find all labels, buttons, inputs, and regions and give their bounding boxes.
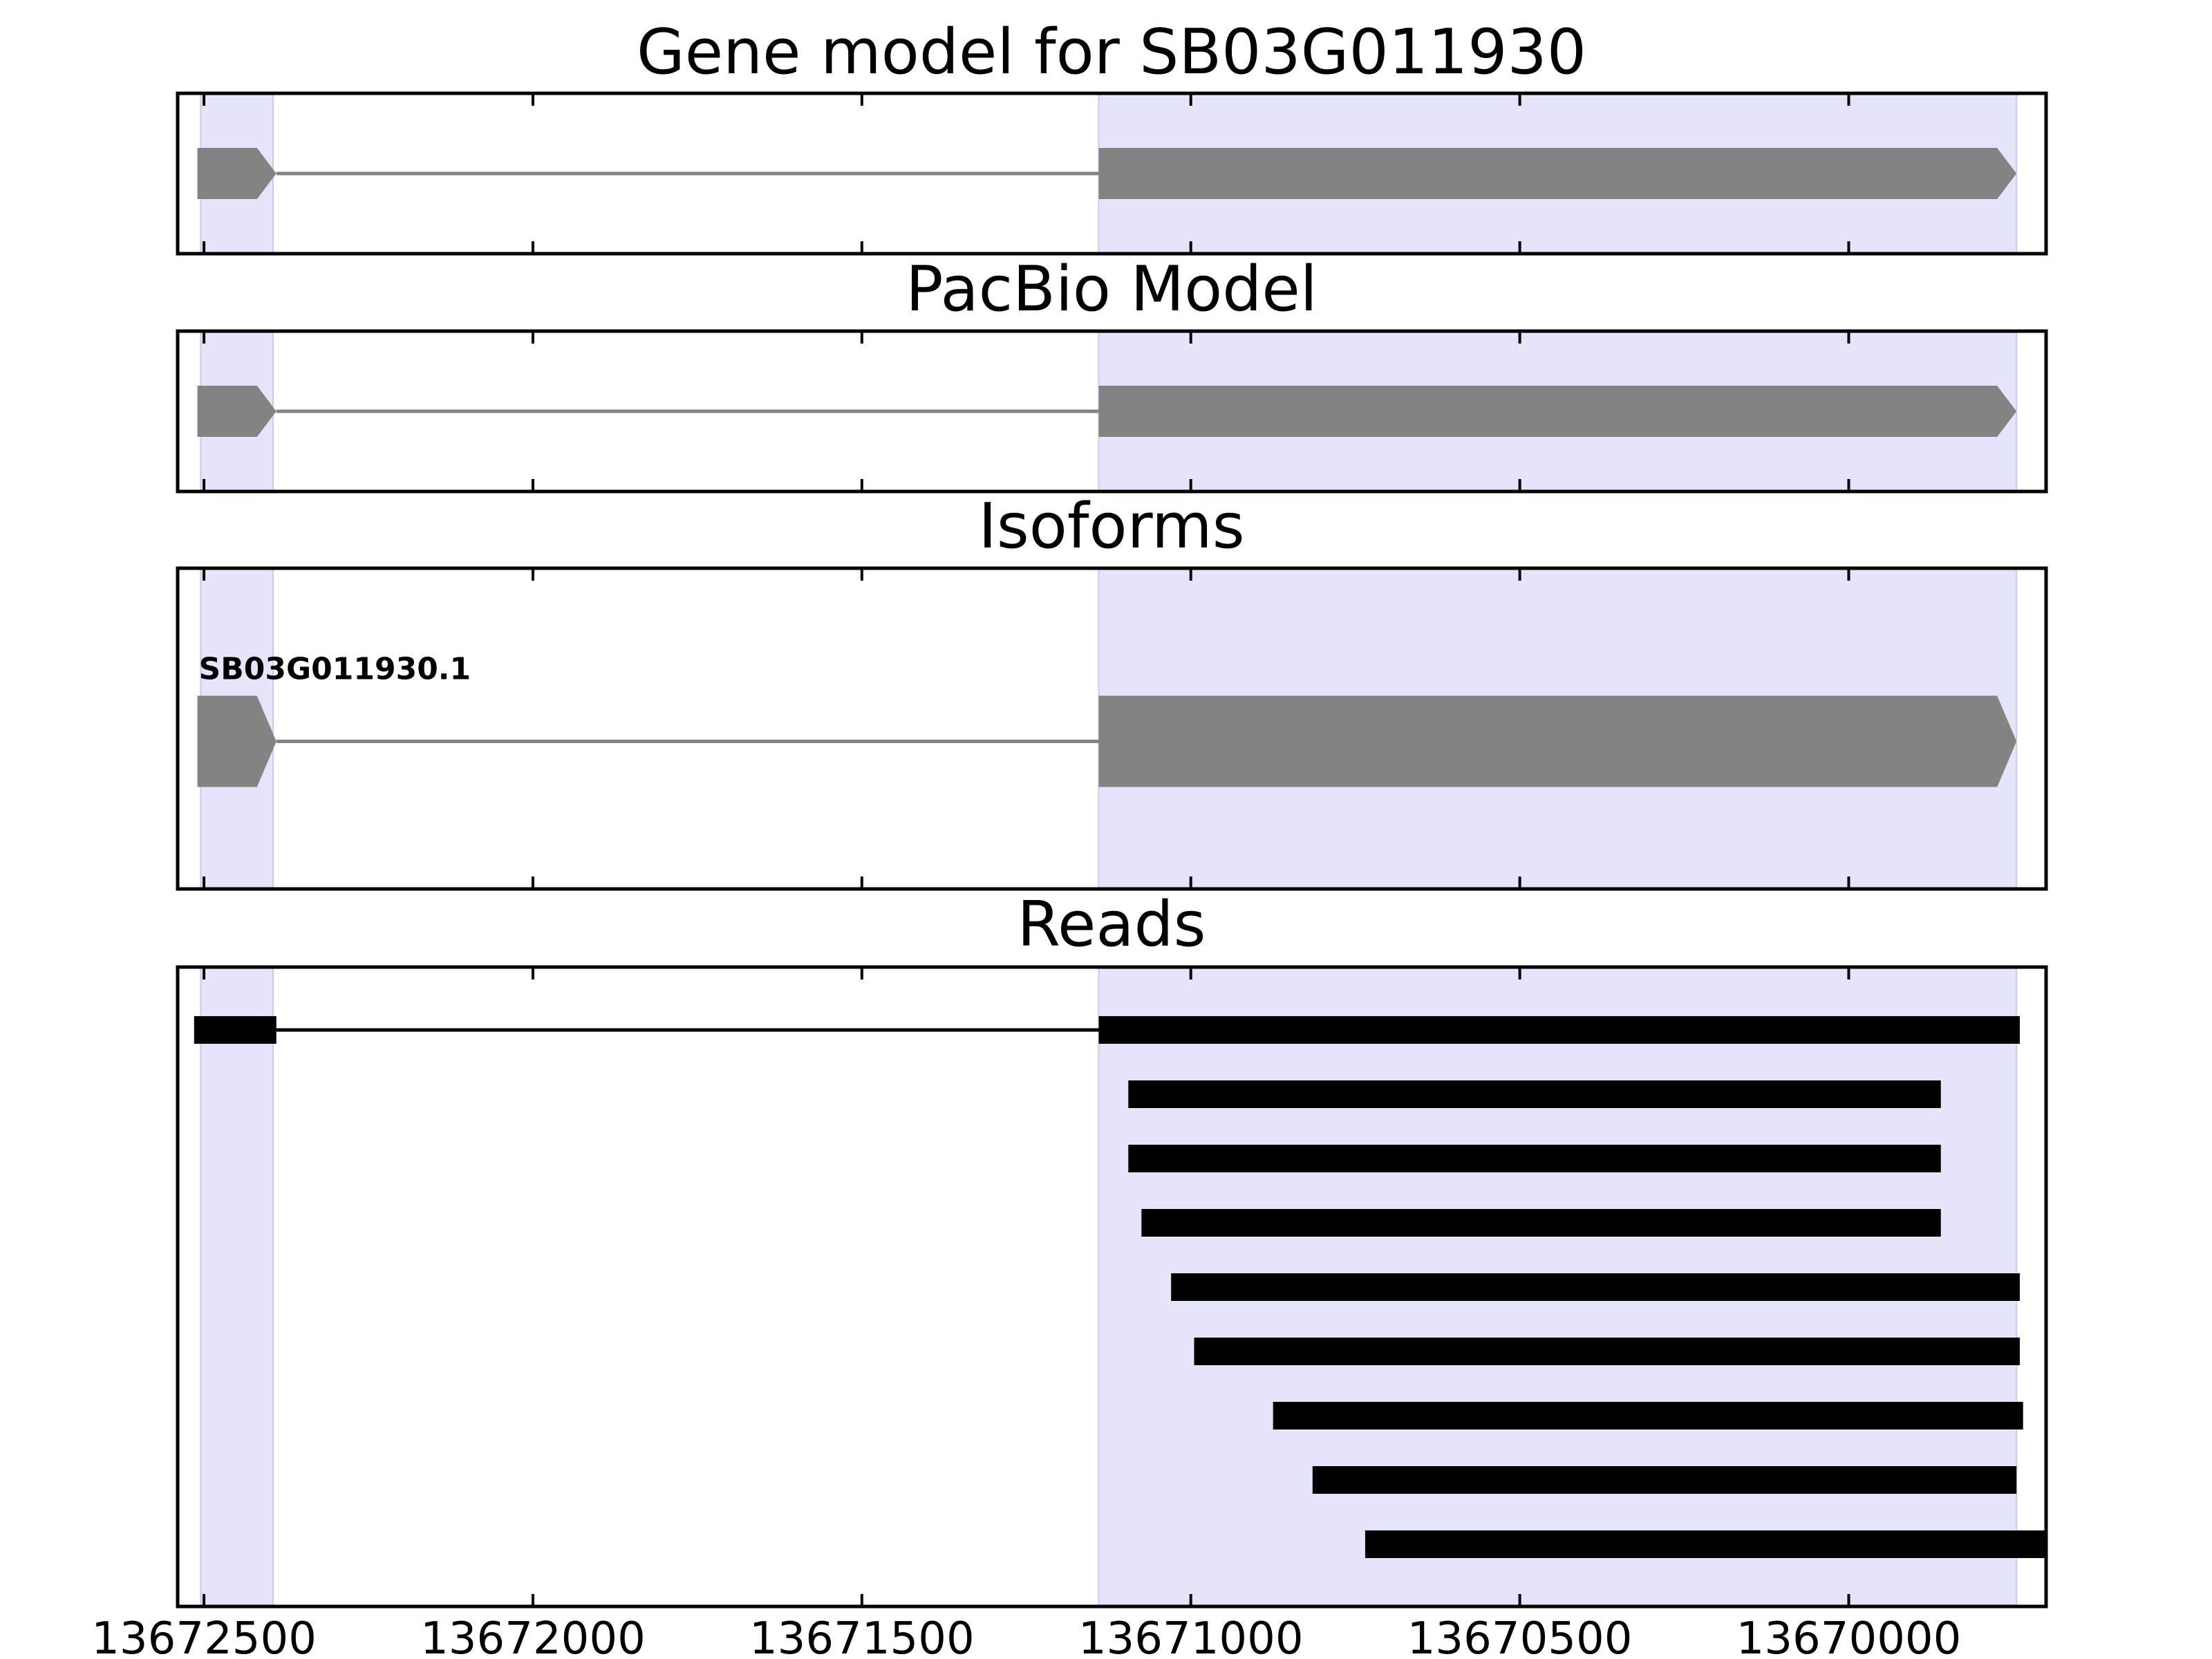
panel-frame [176, 91, 2048, 256]
read-block [194, 1016, 276, 1044]
exon [197, 148, 276, 199]
read-block [1194, 1338, 2020, 1365]
exon [1098, 695, 2017, 787]
x-tick-label: 13670000 [1736, 1613, 1962, 1659]
read-block [1171, 1273, 2020, 1301]
read-block [1128, 1145, 1941, 1172]
x-tick-label: 13672500 [91, 1613, 317, 1659]
panel-reads [176, 965, 2048, 1609]
x-tick-label: 13671000 [1078, 1613, 1304, 1659]
panel-title-gene-model: Gene model for SB03G011930 [637, 16, 1586, 88]
read-block [1098, 1016, 2020, 1044]
panel-gene-model [176, 91, 2048, 256]
exon [1098, 148, 2017, 199]
read-block [1273, 1402, 2023, 1430]
x-tick-label: 13670500 [1407, 1613, 1633, 1659]
panel-pacbio-model [176, 329, 2048, 494]
panel-isoforms: SB03G011930.1 [176, 566, 2048, 891]
panel-title-pacbio-model: PacBio Model [906, 253, 1318, 326]
exon [197, 695, 276, 787]
panel-frame [176, 329, 2048, 494]
panel-frame [176, 965, 2048, 1609]
panel-frame [176, 566, 2048, 891]
x-axis-tick-labels: 13672500 13672000 13671500 13671000 13670500… [91, 1613, 1961, 1659]
isoform-label: SB03G011930.1 [199, 652, 471, 687]
read-block [1141, 1209, 1941, 1237]
exon [1098, 386, 2017, 437]
read-block [1128, 1080, 1941, 1108]
panel-title-reads: Reads [1017, 888, 1206, 961]
highlight-region [200, 966, 274, 1607]
exon [197, 386, 276, 437]
panel-title-isoforms: Isoforms [978, 490, 1244, 563]
x-tick-label: 13671500 [749, 1613, 975, 1659]
read-block [1365, 1530, 2046, 1558]
read-block [1312, 1466, 2017, 1494]
x-tick-label: 13672000 [420, 1613, 646, 1659]
